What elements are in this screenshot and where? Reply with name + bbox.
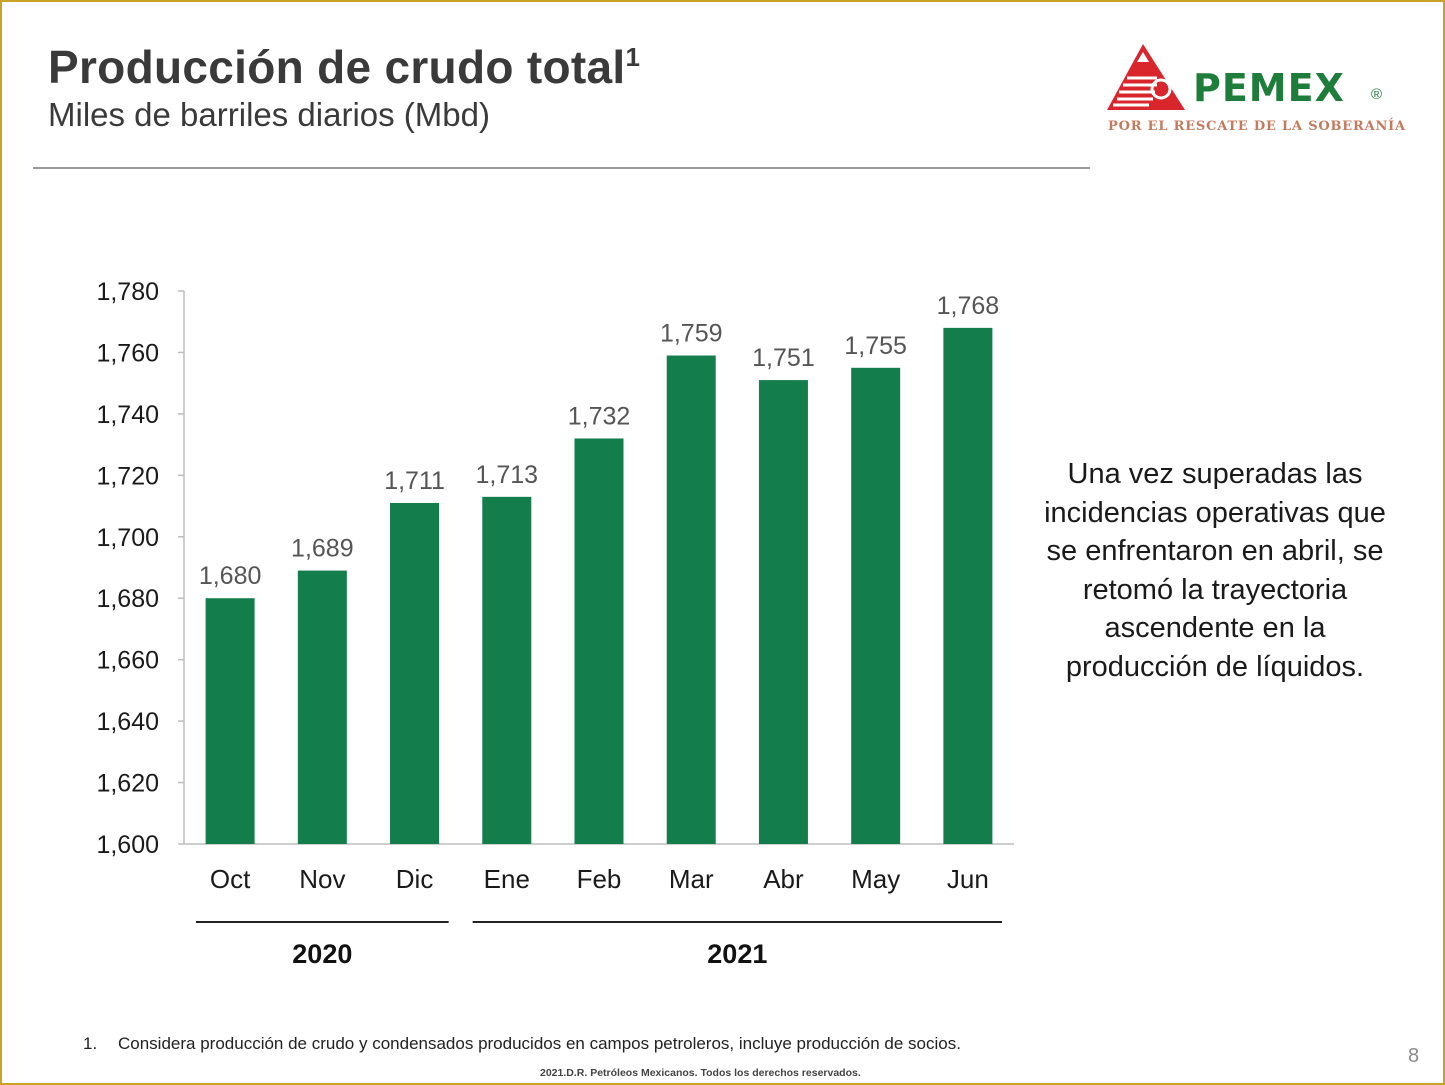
x-tick-label: Abr — [763, 864, 804, 894]
x-tick-label: Mar — [669, 864, 714, 894]
footnote-text: Considera producción de crudo y condensa… — [118, 1034, 961, 1053]
y-tick-label: 1,780 — [96, 278, 159, 306]
y-tick-label: 1,740 — [96, 401, 159, 429]
bar-jun — [943, 327, 993, 844]
page-number: 8 — [1408, 1045, 1420, 1067]
bar-ene — [482, 496, 532, 844]
bar-dic — [390, 502, 440, 844]
header-divider — [33, 167, 1090, 169]
y-tick-label: 1,700 — [96, 524, 159, 552]
y-tick-label: 1,680 — [96, 585, 159, 613]
footnote-number: 1. — [83, 1034, 98, 1053]
production-bar-chart: 1,600 1,620 1,640 1,660 1,680 1,700 1,720 1,740… — [96, 278, 1014, 969]
page-subtitle: Miles de barriles diarios (Mbd) — [48, 96, 490, 133]
logo-tagline: POR EL RESCATE DE LA SOBERANÍA — [1108, 119, 1406, 134]
footnote: 1. Considera producción de crudo y conden… — [83, 1034, 961, 1054]
x-tick-label: Oct — [210, 864, 251, 894]
logo-wordmark: PEMEX — [1193, 66, 1345, 110]
bar-may — [851, 367, 901, 844]
x-tick-label: May — [851, 864, 900, 894]
data-label: 1,755 — [844, 332, 907, 360]
data-label: 1,768 — [937, 292, 1000, 320]
data-label: 1,732 — [568, 402, 631, 430]
copyright: 2021.D.R. Petróleos Mexicanos. Todos los… — [540, 1067, 861, 1079]
data-label: 1,680 — [199, 562, 262, 590]
x-tick-label: Dic — [396, 864, 434, 894]
x-tick-label: Jun — [947, 864, 989, 894]
title-text: Producción de crudo total — [48, 41, 626, 93]
data-label: 1,711 — [384, 467, 445, 495]
commentary-text: Una vez superadas las incidencias operat… — [1044, 458, 1386, 683]
bar-oct — [205, 598, 255, 844]
y-tick-label: 1,720 — [96, 462, 159, 490]
y-tick-label: 1,600 — [96, 831, 159, 859]
pemex-eagle-icon — [1107, 44, 1185, 110]
data-label: 1,751 — [752, 344, 815, 372]
data-label: 1,689 — [291, 535, 354, 563]
bar-feb — [574, 438, 624, 844]
year-group-label: 2020 — [292, 939, 352, 969]
bar-abr — [758, 380, 808, 844]
title-footnote-marker: 1 — [625, 42, 641, 72]
registered-mark: ® — [1371, 86, 1383, 103]
x-tick-label: Nov — [299, 864, 345, 894]
bar-nov — [297, 570, 347, 844]
data-label: 1,759 — [660, 320, 723, 348]
y-tick-label: 1,640 — [96, 708, 159, 736]
header: Producción de crudo total1 Miles de barr… — [48, 40, 640, 134]
data-label: 1,713 — [475, 461, 538, 489]
y-tick-label: 1,760 — [96, 339, 159, 367]
pemex-logo: PEMEX ® POR EL RESCATE DE LA SOBERANÍA — [1105, 42, 1405, 137]
y-tick-label: 1,660 — [96, 647, 159, 675]
bar-mar — [666, 355, 716, 844]
page-title: Producción de crudo total1 — [48, 40, 640, 94]
year-group-label: 2021 — [707, 939, 767, 969]
x-tick-label: Feb — [577, 864, 622, 894]
y-tick-label: 1,620 — [96, 770, 159, 798]
x-tick-label: Ene — [484, 864, 530, 894]
